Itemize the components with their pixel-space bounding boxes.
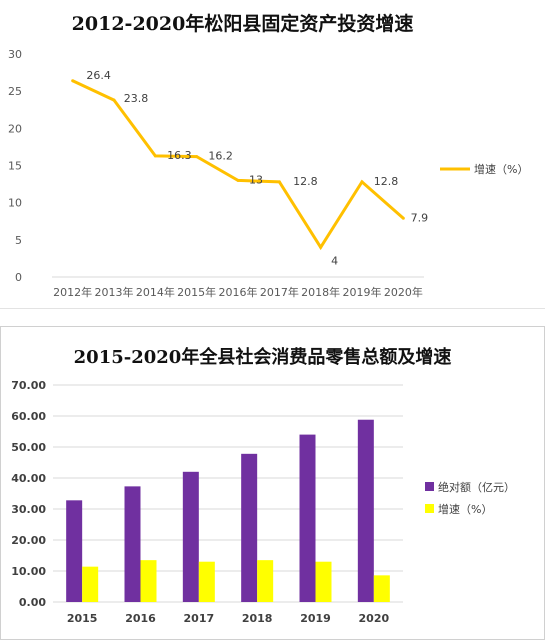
x-tick-label: 2015年 [177, 285, 216, 299]
x-tick-label: 2018 [242, 612, 273, 625]
line-chart-panel: 2012-2020年松阳县固定资产投资增速 0 5 10 15 20 25 30 2012年 2… [0, 0, 545, 309]
data-label: 26.4 [86, 69, 111, 82]
legend-label: 增速（%） [474, 162, 528, 176]
data-point [236, 178, 240, 182]
data-point [195, 155, 199, 159]
bar-growth [257, 560, 274, 602]
y-tick-label: 0 [15, 271, 22, 284]
chart-title: 2015-2020年全县社会消费品零售总额及增速 [73, 347, 452, 368]
y-tick-label: 10.00 [11, 565, 46, 578]
data-point [71, 79, 75, 83]
bar-growth [315, 561, 332, 602]
y-tick-label: 20.00 [11, 534, 46, 547]
data-label: 4 [331, 254, 338, 267]
bar-growth [198, 561, 215, 602]
bar-absolute [66, 500, 83, 602]
y-tick-label: 20 [8, 122, 22, 135]
x-tick-label: 2018年 [301, 285, 340, 299]
x-tick-label: 2017 [184, 612, 215, 625]
data-point [360, 180, 364, 184]
legend-label: 增速（%） [438, 502, 492, 516]
series-line-增速 [72, 79, 405, 251]
y-tick-label: 10 [8, 197, 22, 210]
x-tick-label: 2020年 [384, 285, 423, 299]
legend-label: 绝对额（亿元） [438, 480, 515, 494]
data-label: 13 [249, 173, 263, 186]
y-tick-label: 70.00 [11, 379, 46, 392]
x-tick-label: 2016 [125, 612, 156, 625]
chart-title: 2012-2020年松阳县固定资产投资增速 [71, 13, 414, 35]
bar-absolute [299, 434, 316, 602]
bar-chart-panel: 2015-2020年全县社会消费品零售总额及增速 0.00 10.00 20.00 3… [0, 326, 545, 640]
data-label: 7.9 [411, 211, 429, 224]
data-label: 23.8 [124, 92, 149, 105]
y-tick-label: 60.00 [11, 410, 46, 423]
x-tick-label: 2019 [300, 612, 331, 625]
y-tick-label: 30 [8, 48, 22, 61]
y-tick-label: 0.00 [19, 596, 46, 609]
x-tick-label: 2016年 [219, 285, 258, 299]
x-tick-label: 2013年 [95, 285, 134, 299]
legend-swatch [425, 482, 434, 491]
bar-absolute [124, 486, 141, 602]
x-tick-label: 2012年 [53, 285, 92, 299]
bar-growth [82, 566, 99, 602]
data-label: 16.2 [208, 150, 233, 163]
x-tick-label: 2014年 [136, 285, 175, 299]
y-tick-label: 15 [8, 160, 22, 173]
y-tick-label: 40.00 [11, 472, 46, 485]
x-tick-label: 2015 [67, 612, 98, 625]
x-tick-label: 2020 [359, 612, 390, 625]
y-tick-label: 25 [8, 85, 22, 98]
data-label: 16.3 [167, 149, 192, 162]
data-label: 12.8 [293, 175, 318, 188]
y-tick-label: 30.00 [11, 503, 46, 516]
y-tick-label: 5 [15, 234, 22, 247]
bar-growth [140, 560, 157, 602]
x-tick-label: 2019年 [343, 285, 382, 299]
data-point [277, 180, 281, 184]
bar-absolute [241, 453, 258, 602]
bar-absolute [182, 471, 199, 602]
data-point [319, 245, 323, 249]
y-tick-label: 50.00 [11, 441, 46, 454]
bar-absolute [357, 419, 374, 602]
legend-swatch [425, 504, 434, 513]
data-point [401, 216, 405, 220]
data-label: 12.8 [374, 175, 399, 188]
bar-growth [373, 575, 390, 602]
data-point [112, 98, 116, 102]
x-tick-label: 2017年 [260, 285, 299, 299]
bar-chart: 0.00 10.00 20.00 30.00 40.00 50.00 60.00 70.00 2… [11, 379, 515, 625]
data-point [153, 154, 157, 158]
